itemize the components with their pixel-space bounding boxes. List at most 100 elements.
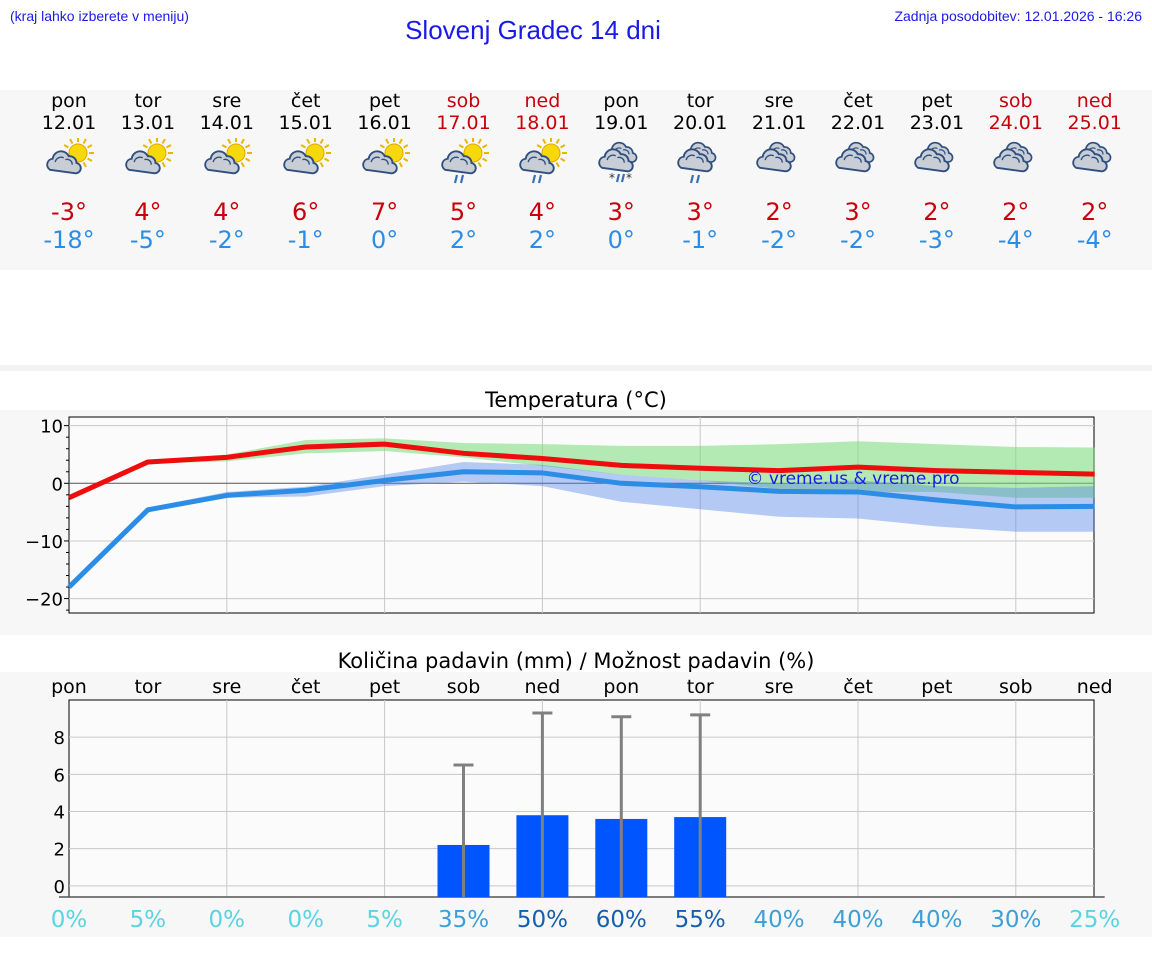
x-tick-label: sre xyxy=(765,676,794,698)
day-max-temp: 5° xyxy=(449,198,478,226)
x-tick-label: pet xyxy=(921,676,952,698)
day-max-temp: 3° xyxy=(607,198,635,226)
x-tick-label: čet xyxy=(843,676,873,698)
day-max-temp: 2° xyxy=(923,198,951,226)
day-column: čet 22.01 3° -2° xyxy=(818,90,898,260)
day-column: pet 23.01 2° -3° xyxy=(897,90,977,260)
day-name: pon xyxy=(51,90,87,112)
min-temp-line xyxy=(67,469,1095,589)
cloud-icon xyxy=(835,141,875,173)
day-date: 23.01 xyxy=(909,112,965,134)
x-tick-label: čet xyxy=(291,676,321,698)
probability-label: 40% xyxy=(911,907,962,933)
day-column: tor 20.01 3° -1° xyxy=(660,90,740,260)
temperature-chart-title: Temperatura (°C) xyxy=(485,388,667,412)
forecast-band xyxy=(0,90,1152,270)
day-max-temp: 2° xyxy=(1081,198,1109,226)
sun-cloud-icon xyxy=(204,138,252,175)
day-min-temp: -1° xyxy=(287,226,324,254)
y-tick-label: 0 xyxy=(54,877,65,898)
day-max-temp: 4° xyxy=(213,198,241,226)
y-tick-label: 0 xyxy=(52,474,63,495)
copyright-label: © vreme.us & vreme.pro xyxy=(746,469,959,489)
day-max-temp: 7° xyxy=(370,198,399,226)
sun-cloud-icon xyxy=(46,138,94,175)
probability-label: 50% xyxy=(517,907,568,933)
rain-drops xyxy=(690,174,701,184)
cloud-shape xyxy=(914,148,950,173)
cloud-shape xyxy=(756,148,792,173)
cloud-shape xyxy=(835,148,871,173)
temperature-chart: 10 0 −10 −20 © vreme.us & vreme.pro xyxy=(0,410,1152,635)
day-date: 21.01 xyxy=(751,112,807,134)
day-name: sob xyxy=(446,90,481,112)
day-min-temp: -18° xyxy=(43,226,95,254)
day-column: ned 18.01 4° 2° xyxy=(502,90,582,260)
day-name: pet xyxy=(921,90,953,112)
day-min-temp: 0° xyxy=(370,226,399,254)
svg-text:*: * xyxy=(609,171,615,185)
cloud-shape xyxy=(125,150,161,175)
max-temp-band xyxy=(69,438,1095,498)
day-max-temp: 2° xyxy=(1002,198,1030,226)
x-tick-label: pon xyxy=(51,676,87,698)
day-date: 13.01 xyxy=(120,112,176,134)
day-max-temp: 2° xyxy=(765,198,793,226)
page-title: Slovenj Gradec 14 dni xyxy=(405,15,661,45)
x-tick-label: ned xyxy=(525,676,561,698)
day-min-temp: 2° xyxy=(528,226,557,254)
x-tick-label: tor xyxy=(134,676,161,698)
day-date: 24.01 xyxy=(988,112,1043,134)
probability-label: 60% xyxy=(596,907,647,933)
probability-label: 0% xyxy=(209,907,246,933)
day-column: ned 25.01 2° -4° xyxy=(1055,90,1135,260)
cloud-shape xyxy=(993,148,1029,173)
day-date: 20.01 xyxy=(672,112,728,134)
day-min-temp: 0° xyxy=(607,226,635,254)
cloud-shape xyxy=(204,150,240,175)
day-min-temp: -5° xyxy=(129,226,166,254)
day-date: 12.01 xyxy=(41,112,97,134)
probability-label: 55% xyxy=(675,907,726,933)
probability-label: 5% xyxy=(366,907,403,933)
day-name: tor xyxy=(134,90,162,112)
cloud-rain-icon xyxy=(677,141,717,184)
day-min-temp: -2° xyxy=(208,226,245,254)
location-menu-note: (kraj lahko izberete v meniju) xyxy=(10,8,189,24)
probability-label: 30% xyxy=(990,907,1041,933)
probability-label: 40% xyxy=(832,907,883,933)
day-min-temp: -4° xyxy=(997,226,1034,254)
probability-label: 35% xyxy=(438,907,489,933)
day-date: 18.01 xyxy=(515,112,570,134)
y-tick-label: 8 xyxy=(54,728,65,749)
x-tick-label: pon xyxy=(603,676,639,698)
day-min-temp: -3° xyxy=(918,226,955,254)
day-min-temp: -2° xyxy=(840,226,876,254)
separator xyxy=(0,365,1152,371)
cloud-shape xyxy=(677,148,713,173)
y-tick-label: 2 xyxy=(54,840,65,861)
cloud-icon xyxy=(993,141,1033,173)
x-tick-label: ned xyxy=(1077,676,1113,698)
x-tick-label: pet xyxy=(369,676,400,698)
day-max-temp: 3° xyxy=(686,198,714,226)
day-column: pon 19.01 * * 3° 0° xyxy=(581,90,661,260)
x-tick-label: sob xyxy=(999,676,1033,698)
cloud-shape xyxy=(519,150,556,175)
cloud-shape xyxy=(1071,148,1108,173)
day-date: 16.01 xyxy=(357,112,412,134)
sun-cloud-icon xyxy=(125,138,173,175)
day-max-temp: 6° xyxy=(292,198,320,226)
day-name: ned xyxy=(524,90,561,112)
day-column: čet 15.01 6° -1° xyxy=(266,90,346,260)
cloud-sleet-icon: * * xyxy=(598,141,638,185)
day-name: pon xyxy=(603,90,640,112)
day-name: sre xyxy=(764,90,794,112)
x-tick-label: sre xyxy=(212,676,241,698)
cloud-icon xyxy=(914,141,954,173)
day-name: tor xyxy=(686,90,714,112)
day-column: sob 24.01 2° -4° xyxy=(976,90,1056,260)
day-date: 17.01 xyxy=(436,112,491,134)
day-max-temp: 3° xyxy=(844,198,872,226)
day-min-temp: -2° xyxy=(761,226,798,254)
